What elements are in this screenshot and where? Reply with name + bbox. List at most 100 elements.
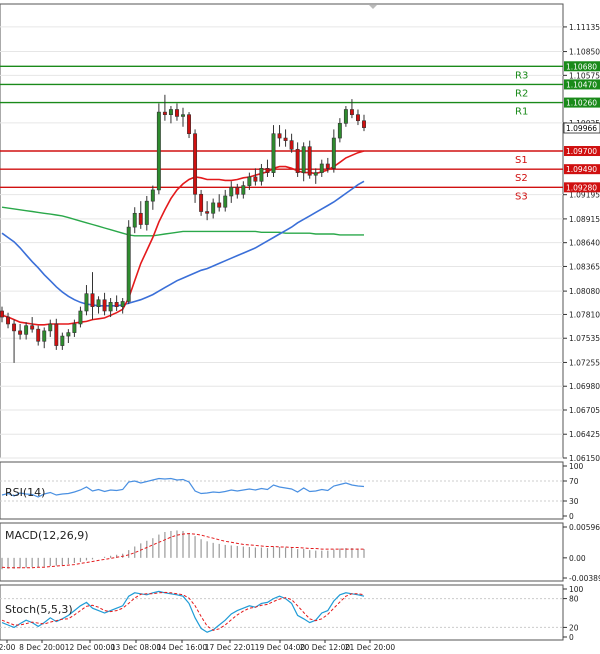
candle — [362, 114, 366, 132]
candle-body-up — [48, 323, 53, 332]
price-panel-frame — [0, 3, 564, 459]
candle — [72, 319, 77, 337]
candle — [181, 107, 185, 127]
candle-body-down — [114, 302, 119, 307]
level-price-label: 1.09280 — [566, 183, 597, 192]
time-tick-label: 8 Dec 20:00 — [19, 643, 65, 652]
candle — [211, 198, 216, 219]
stoch-signal-line — [1, 591, 365, 631]
candle-body-up — [337, 123, 342, 139]
candle-body-down — [289, 140, 294, 150]
candle — [247, 172, 252, 190]
candle — [156, 103, 161, 195]
level-price-tag — [564, 146, 600, 157]
candle-body-down — [235, 187, 240, 195]
ema-slow-line — [1, 180, 365, 307]
rsi-panel-frame — [0, 461, 564, 520]
rsi-tick-label: 70 — [569, 477, 579, 486]
macd-tick-label: -0.003896 — [569, 574, 600, 583]
time-tick-label: 21 Dec 20:00 — [345, 643, 396, 652]
rsi-label: RSI(14) — [5, 486, 45, 499]
pivot-levels: R3 1.10680 R2 1.10470 R1 1.10260 S1 1.09700 S2 1.… — [0, 61, 600, 202]
candle-body-down — [12, 323, 17, 332]
price-tick-label: 1.06705 — [569, 406, 600, 415]
candlesticks — [0, 94, 366, 363]
candle-body-up — [126, 226, 131, 302]
price-tick-label: 1.07810 — [569, 310, 600, 319]
level-name-r2: R2 — [515, 88, 528, 99]
price-tick-label: 1.07255 — [569, 358, 600, 367]
candle — [48, 319, 53, 337]
time-tick-label: 2:00 — [0, 643, 16, 652]
candle-body-down — [175, 109, 179, 117]
candle-body-down — [362, 120, 366, 128]
time-tick-label: 14 Dec 16:00 — [157, 643, 208, 652]
candle-body-up — [66, 332, 71, 337]
candle-body-down — [187, 114, 191, 135]
candle — [24, 322, 29, 340]
candle-body-up — [343, 109, 348, 124]
price-tick-label: 1.08640 — [569, 239, 600, 248]
candle — [199, 189, 204, 216]
candle-body-down — [138, 212, 143, 225]
candle-body-down — [102, 299, 107, 312]
candle-body-up — [120, 301, 125, 307]
level-price-label: 1.09490 — [566, 165, 597, 174]
candle-body-down — [325, 163, 330, 169]
candle — [144, 195, 149, 231]
candle-body-up — [247, 176, 252, 186]
candle-body-up — [229, 187, 234, 197]
candle-body-down — [205, 211, 210, 214]
candle-body-up — [84, 293, 89, 312]
rsi-tick-label: 0 — [569, 512, 574, 521]
level-name-s2: S2 — [515, 173, 528, 184]
candle — [283, 129, 288, 147]
candle — [90, 272, 95, 320]
current-price-box — [563, 122, 600, 134]
time-tick-label: 20 Dec 12:00 — [300, 643, 351, 652]
price-tick-label: 1.10575 — [569, 71, 600, 80]
candle-body-down — [199, 193, 204, 212]
candle-body-down — [193, 133, 198, 195]
candle-body-down — [217, 202, 222, 208]
level-price-tag — [564, 79, 600, 90]
candle — [289, 133, 294, 153]
stoch-tick-label: 20 — [569, 623, 579, 632]
stoch-tick-label: 80 — [569, 595, 579, 604]
candle — [78, 306, 83, 328]
candle-body-up — [331, 137, 336, 169]
time-tick-label: 17 Dec 22:01 — [205, 643, 256, 652]
candle — [337, 118, 342, 143]
candle — [253, 168, 258, 186]
level-price-tag — [564, 182, 600, 193]
candle-body-up — [211, 202, 216, 214]
candle — [301, 142, 306, 182]
candle-body-up — [78, 310, 83, 325]
candle-body-up — [319, 163, 324, 173]
candle-body-up — [241, 185, 246, 195]
candle — [102, 292, 107, 316]
price-tick-label: 1.06980 — [569, 382, 600, 391]
macd-label: MACD(12,26,9) — [5, 529, 89, 542]
candle — [54, 318, 59, 350]
candle — [205, 201, 210, 221]
candle-body-up — [156, 111, 161, 191]
candle — [6, 312, 10, 329]
candle — [193, 129, 198, 203]
candle-body-down — [265, 168, 270, 173]
candle — [108, 298, 113, 318]
price-tick-label: 1.08915 — [569, 215, 600, 224]
candle-body-up — [168, 109, 173, 115]
level-name-r1: R1 — [515, 107, 528, 118]
shift-marker-icon — [369, 5, 377, 9]
candle — [229, 181, 234, 203]
level-price-tag — [564, 61, 600, 72]
level-name-s1: S1 — [515, 155, 528, 166]
candle-body-up — [313, 172, 318, 176]
candle — [12, 319, 17, 363]
candle — [150, 185, 155, 210]
candle-body-down — [30, 325, 35, 330]
candle-body-down — [295, 148, 300, 173]
time-tick-label: 12 Dec 00:00 — [65, 643, 116, 652]
